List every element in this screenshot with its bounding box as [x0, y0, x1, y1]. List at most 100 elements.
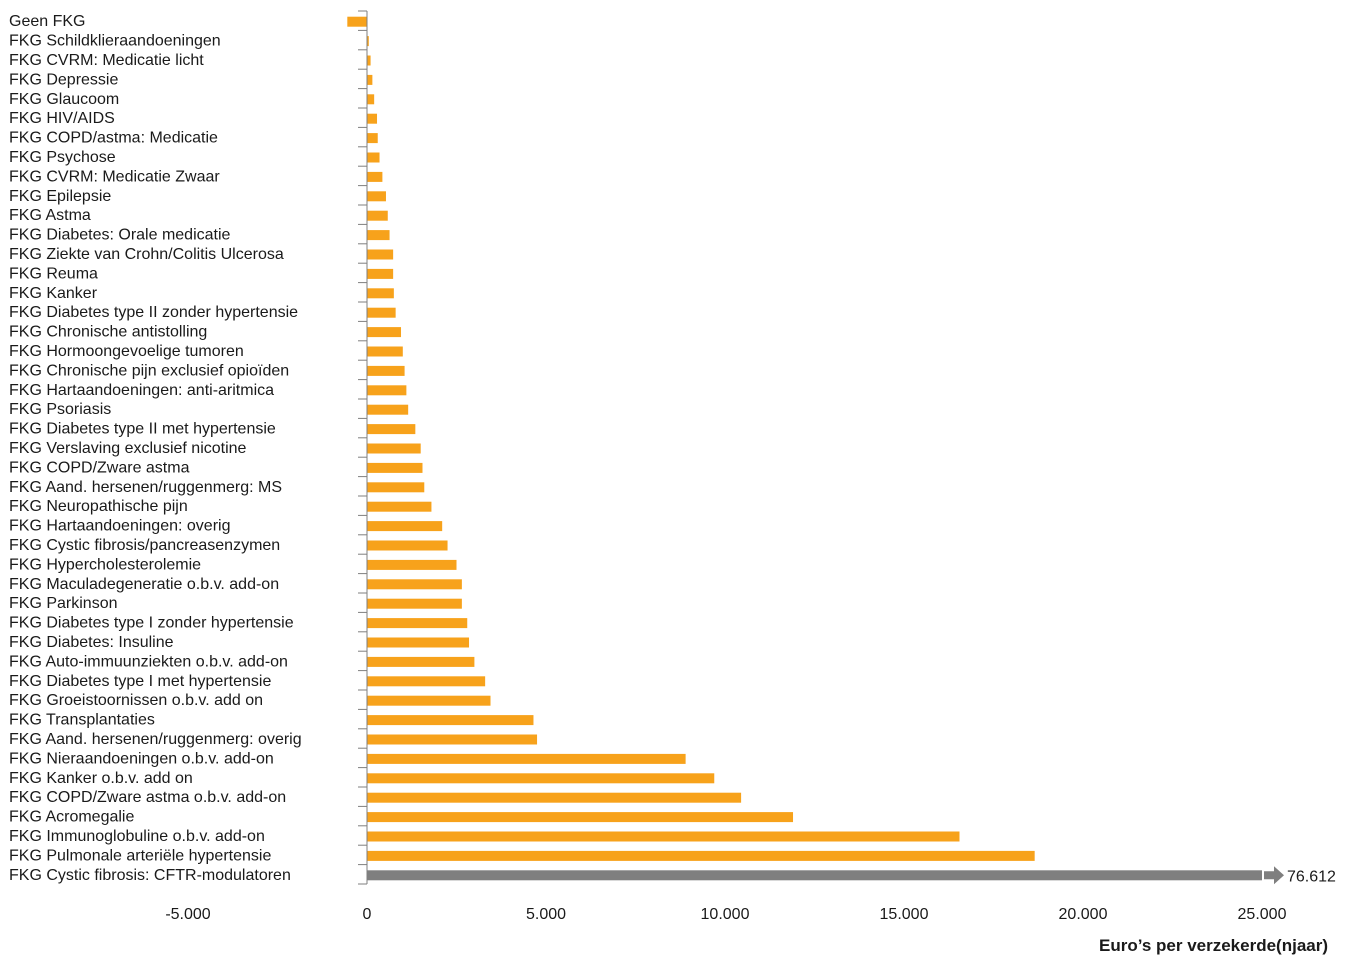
category-label: FKG COPD/Zware astma [9, 459, 190, 476]
bar [367, 773, 715, 784]
category-label: FKG Transplantaties [9, 712, 155, 729]
bar [367, 753, 686, 764]
bar [367, 385, 407, 396]
bar [367, 346, 403, 357]
category-label: FKG Nieraandoeningen o.b.v. add-on [9, 750, 274, 767]
x-tick-labels-group: -5.000 0 5.000 10.000 15.000 20.000 25.000 [165, 906, 1286, 923]
bar [367, 579, 462, 590]
bar [367, 230, 390, 241]
bar [367, 831, 960, 842]
bar [367, 152, 380, 163]
bar [367, 521, 443, 532]
category-label: FKG Schildklieraandoeningen [9, 33, 221, 50]
bar [367, 812, 794, 823]
bar [367, 734, 538, 745]
category-label: FKG Psychose [9, 149, 116, 166]
category-label: FKG Hartaandoeningen: anti-aritmica [9, 382, 274, 399]
category-label: FKG COPD/Zware astma o.b.v. add-on [9, 789, 286, 806]
bar [367, 327, 402, 338]
bar [367, 171, 383, 182]
bar [367, 210, 388, 221]
category-label: FKG Hormoongevoelige tumoren [9, 343, 244, 360]
bar [367, 36, 369, 47]
bar [367, 559, 457, 570]
category-labels-group: Geen FKG FKG Schildklieraandoeningen FKG C… [9, 13, 302, 884]
bar [367, 870, 1262, 881]
bar [367, 133, 378, 144]
bar [347, 16, 367, 27]
x-axis-title: Euro’s per verzekerde(njaar) [1099, 936, 1328, 955]
category-label: FKG Kanker [9, 285, 98, 302]
x-tick-label: 20.000 [1059, 906, 1108, 923]
x-tick-label: 5.000 [526, 906, 566, 923]
category-label: FKG CVRM: Medicatie licht [9, 52, 204, 69]
x-tick-label: 10.000 [701, 906, 750, 923]
category-label: FKG Ziekte van Crohn/Colitis Ulcerosa [9, 246, 284, 263]
bar [367, 424, 416, 435]
category-label: FKG Kanker o.b.v. add on [9, 770, 193, 787]
truncated-value-label: 76.612 [1287, 868, 1336, 885]
bar [367, 482, 425, 493]
category-label: FKG Parkinson [9, 595, 117, 612]
category-label: FKG Cystic fibrosis/pancreasenzymen [9, 537, 280, 554]
category-label: FKG Diabetes type I zonder hypertensie [9, 615, 294, 632]
category-label: FKG Pulmonale arteriële hypertensie [9, 847, 271, 864]
category-label: FKG Verslaving exclusief nicotine [9, 440, 247, 457]
bar [367, 462, 423, 473]
bar [367, 656, 475, 667]
bar [367, 637, 470, 648]
category-label: FKG Psoriasis [9, 401, 111, 418]
bar [367, 268, 394, 279]
category-label: FKG Diabetes type II met hypertensie [9, 421, 276, 438]
category-label: FKG HIV/AIDS [9, 110, 115, 127]
category-label: FKG Depressie [9, 71, 118, 88]
category-label: FKG CVRM: Medicatie Zwaar [9, 168, 220, 185]
category-label: FKG Epilepsie [9, 188, 111, 205]
bar [367, 307, 396, 318]
category-label: FKG Astma [9, 207, 91, 224]
bar [367, 55, 371, 66]
category-label: FKG Chronische pijn exclusief opioïden [9, 362, 289, 379]
bar [367, 618, 468, 629]
category-label: FKG Diabetes: Orale medicatie [9, 227, 231, 244]
category-label: FKG Cystic fibrosis: CFTR-modulatoren [9, 867, 291, 884]
bar [367, 501, 432, 512]
category-label: FKG Diabetes type II zonder hypertensie [9, 304, 298, 321]
bar [367, 540, 448, 551]
bar [367, 113, 378, 124]
category-label: FKG Maculadegeneratie o.b.v. add-on [9, 576, 279, 593]
bar [367, 404, 409, 415]
category-label: FKG Chronische antistolling [9, 324, 207, 341]
bars-group: 76.612 [347, 16, 1336, 885]
bar [367, 249, 394, 260]
bar [367, 288, 394, 299]
bar [367, 94, 375, 105]
category-label: FKG Reuma [9, 265, 98, 282]
bar [367, 715, 534, 726]
x-tick-label: -5.000 [165, 906, 210, 923]
category-label: FKG Hypercholesterolemie [9, 556, 201, 573]
category-label: FKG Diabetes type I met hypertensie [9, 673, 271, 690]
category-label: Geen FKG [9, 13, 85, 30]
x-tick-label: 0 [363, 906, 372, 923]
category-label: FKG Aand. hersenen/ruggenmerg: MS [9, 479, 282, 496]
bar [367, 443, 421, 454]
bar [367, 850, 1035, 861]
category-label: FKG Groeistoornissen o.b.v. add on [9, 692, 263, 709]
bar [367, 191, 386, 202]
x-tick-label: 25.000 [1238, 906, 1287, 923]
truncation-arrow [1264, 866, 1284, 885]
bar [367, 598, 462, 609]
category-label: FKG COPD/astma: Medicatie [9, 130, 218, 147]
category-label: FKG Auto-immuunziekten o.b.v. add-on [9, 653, 288, 670]
axis-group [358, 10, 368, 885]
category-label: FKG Diabetes: Insuline [9, 634, 174, 651]
category-label: FKG Glaucoom [9, 91, 119, 108]
category-label: FKG Aand. hersenen/ruggenmerg: overig [9, 731, 302, 748]
category-label: FKG Acromegalie [9, 809, 134, 826]
category-label: FKG Hartaandoeningen: overig [9, 518, 230, 535]
bar [367, 365, 405, 376]
bar [367, 74, 373, 85]
category-label: FKG Neuropathische pijn [9, 498, 188, 515]
